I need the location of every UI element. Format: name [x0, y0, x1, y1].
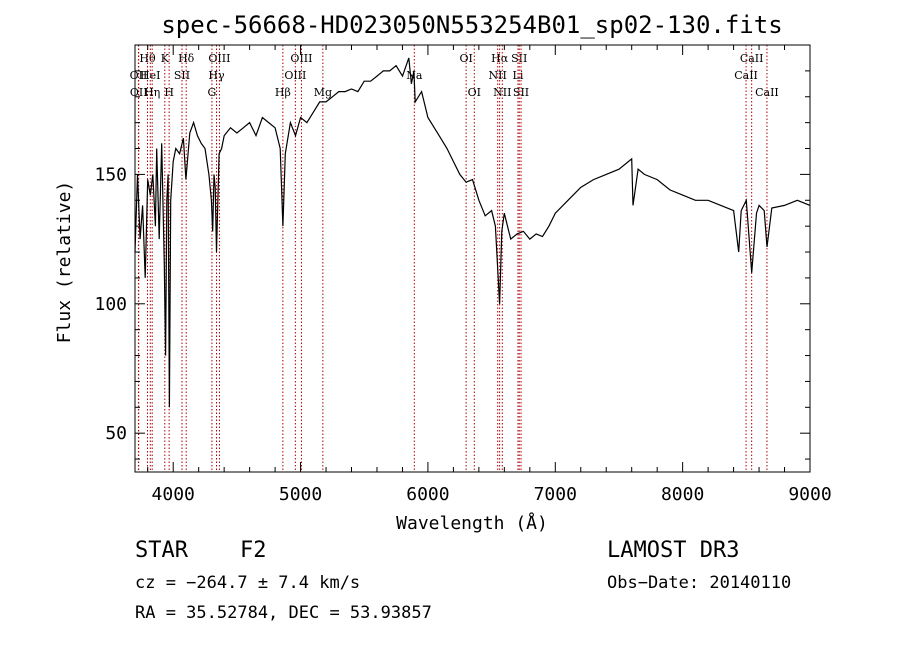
line-marker-label-27: CaII	[755, 86, 779, 99]
spectrum-line	[134, 57, 811, 408]
line-marker-label-12: Hβ	[275, 86, 291, 99]
line-marker-label-23: Li	[513, 69, 524, 82]
chart-title: spec-56668-HD023050N553254B01_sp02-130.f…	[161, 11, 782, 39]
x-tick-label: 7000	[534, 484, 577, 505]
x-tick-label: 8000	[661, 484, 704, 505]
line-marker-label-19: Hα	[491, 52, 509, 65]
axis-layer: 4000 5000 6000 7000 8000 9000 50 100 150	[94, 45, 832, 505]
line-marker-label-14: OIII	[284, 69, 306, 82]
spectral-subclass: F2	[240, 538, 267, 563]
line-marker-label-13: OIII	[290, 52, 312, 65]
line-marker-label-21: NII	[493, 86, 511, 99]
line-marker-label-25: CaII	[740, 52, 764, 65]
line-marker-label-10: Hγ	[208, 69, 225, 82]
y-axis-label: Flux (relative)	[54, 181, 75, 344]
survey-name: LAMOST DR3	[607, 538, 740, 563]
line-marker-label-20: NII	[489, 69, 507, 82]
line-marker-label-9: OIII	[208, 52, 230, 65]
plot-frame	[134, 44, 811, 473]
redshift-velocity: cz = −264.7 ± 7.4 km/s	[135, 573, 361, 593]
line-marker-label-2: Hθ	[139, 52, 156, 65]
line-marker-label-0: OII	[130, 69, 148, 82]
line-marker-label-6: SII	[174, 69, 190, 82]
line-marker-label-26: CaII	[734, 69, 758, 82]
line-marker-label-5: K	[161, 52, 170, 65]
observation-date: Obs−Date: 20140110	[607, 573, 792, 593]
line-marker-label-1: OII	[130, 86, 148, 99]
y-tick-label: 50	[105, 423, 127, 444]
line-marker-label-18: OI	[468, 86, 481, 99]
line-marker-label-8: Hδ	[178, 52, 195, 65]
sky-coordinates: RA = 35.52784, DEC = 53.93857	[135, 603, 432, 623]
object-class: STAR	[135, 538, 188, 563]
line-marker-label-11: G	[208, 86, 217, 99]
line-marker-label-22: SII	[511, 52, 527, 65]
line-marker-label-15: Mg	[314, 86, 332, 99]
x-tick-label: 5000	[279, 484, 322, 505]
line-marker-label-3: HeI	[140, 69, 160, 82]
line-marker-label-24: SII	[513, 86, 529, 99]
line-marker-label-17: OI	[459, 52, 472, 65]
line-marker-label-4: Hη	[144, 86, 160, 99]
x-axis-label: Wavelength (Å)	[396, 512, 548, 534]
line-marker-label-7: H	[164, 86, 174, 99]
x-tick-label: 4000	[152, 484, 195, 505]
x-tick-label: 9000	[788, 484, 831, 505]
x-tick-label: 6000	[406, 484, 449, 505]
y-tick-label: 150	[94, 164, 127, 185]
y-tick-label: 100	[94, 294, 127, 315]
